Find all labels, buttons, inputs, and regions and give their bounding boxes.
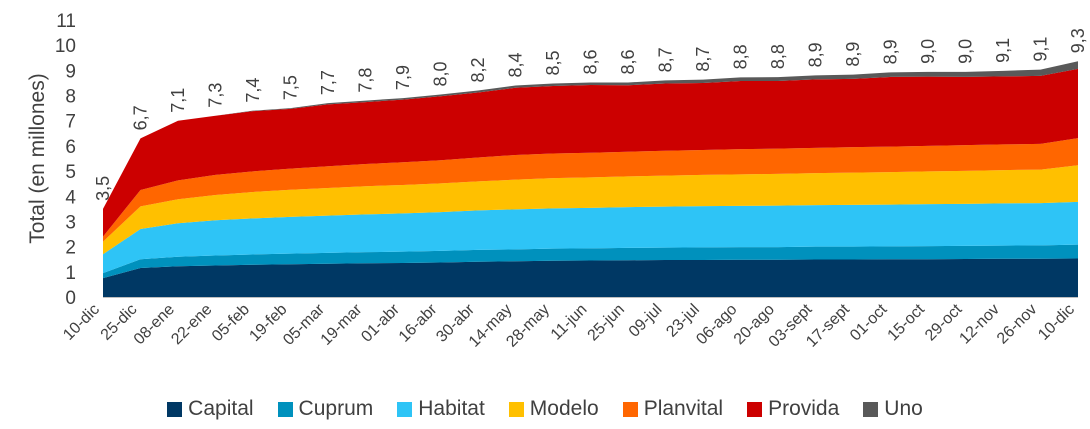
y-tick-label: 10 [55,36,76,57]
x-tick-label: 19-mar [318,301,366,349]
legend-label: Uno [884,397,923,420]
legend-label: Provida [768,397,840,420]
legend-swatch [747,401,763,417]
legend-label: Planvital [643,397,724,420]
y-tick-label: 8 [65,87,76,108]
data-label-total: 8,7 [656,47,676,72]
x-tick-label: 05-feb [209,301,253,345]
data-label-total: 9,3 [1068,28,1088,53]
y-tick-label: 6 [65,137,76,158]
data-label-total: 6,7 [131,105,151,130]
x-tick-label: 01-abr [358,301,403,346]
y-tick-label: 4 [65,187,76,208]
legend-swatch [397,401,413,417]
data-label-total: 8,9 [881,39,901,64]
legend-swatch [622,401,638,417]
data-label-total: 8,8 [731,44,751,69]
x-tick-label: 17-sept [803,301,853,351]
data-label-total: 8,0 [431,62,451,87]
data-label-total: 7,4 [243,78,263,103]
legend-item-uno: Uno [863,397,923,421]
y-tick-label: 1 [65,263,76,284]
legend-label: Habitat [418,397,485,420]
data-label-total: 8,6 [581,49,601,74]
legend-swatch [863,401,879,417]
data-label-total: 7,8 [356,68,376,93]
data-label-total: 8,8 [768,44,788,69]
legend-item-modelo: Modelo [508,397,599,421]
data-label-total: 7,7 [318,70,338,95]
area-series-capital [103,258,1078,297]
x-tick-label: 26-nov [994,301,1041,348]
data-label-total: 9,0 [956,39,976,64]
legend-item-habitat: Habitat [397,397,485,421]
y-tick-label: 7 [65,112,76,133]
area-series-habitat [103,201,1078,274]
data-label-total: 8,2 [468,57,488,82]
legend-item-planvital: Planvital [622,397,724,421]
legend-item-provida: Provida [747,397,839,421]
x-tick-label: 11-jun [548,301,591,344]
area-series-uno [103,61,1078,209]
data-label-total: 7,1 [168,88,188,113]
x-tick-label: 06-ago [693,301,740,348]
area-series-provida [103,68,1078,237]
legend-swatch [508,401,524,417]
data-label-total: 7,5 [281,75,301,100]
x-tick-label: 09-jul [626,301,666,341]
data-label-total: 9,1 [993,38,1013,63]
data-label-total: 8,5 [543,50,563,75]
area-series-planvital [103,138,1078,242]
data-label-total: 8,6 [618,49,638,74]
legend-item-capital: Capital [167,397,254,421]
data-label-total: 9,1 [1031,37,1051,62]
x-tick-label: 22-ene [168,301,215,348]
legend-item-cuprum: Cuprum [277,397,374,421]
data-label-total: 9,0 [918,39,938,64]
y-tick-label: 0 [65,288,76,309]
data-label-total: 7,3 [206,83,226,108]
y-tick-label: 5 [65,162,76,183]
legend-swatch [277,401,293,417]
y-tick-label: 2 [65,238,76,259]
x-tick-label: 08-ene [131,301,178,348]
y-tick-label: 3 [65,212,76,233]
x-tick-label: 01-oct [847,301,891,345]
data-label-total: 8,4 [506,52,526,77]
data-label-total: 7,9 [393,65,413,90]
x-tick-label: 12-nov [956,301,1003,348]
x-tick-label: 15-oct [885,301,929,345]
data-label-total: 8,7 [693,47,713,72]
area-series-cuprum [103,244,1078,279]
x-tick-label: 16-abr [396,301,441,346]
data-label-total: 8,9 [806,42,826,67]
x-tick-label: 25-jun [585,301,628,344]
x-tick-label: 10-dic [1035,301,1078,344]
y-axis-title: Total (en millones) [26,73,49,243]
y-tick-label: 11 [56,11,76,32]
legend-label: Modelo [529,397,599,420]
area-series-modelo [103,165,1078,255]
data-label-total: 8,9 [843,42,863,67]
legend-swatch [167,401,183,417]
data-label-total: 3,5 [93,176,113,201]
legend-label: Cuprum [298,397,374,420]
chart-legend: Capital Cuprum Habitat Modelo Planvital Provi… [0,397,1090,421]
y-tick-label: 9 [65,61,76,82]
legend-label: Capital [188,397,254,420]
